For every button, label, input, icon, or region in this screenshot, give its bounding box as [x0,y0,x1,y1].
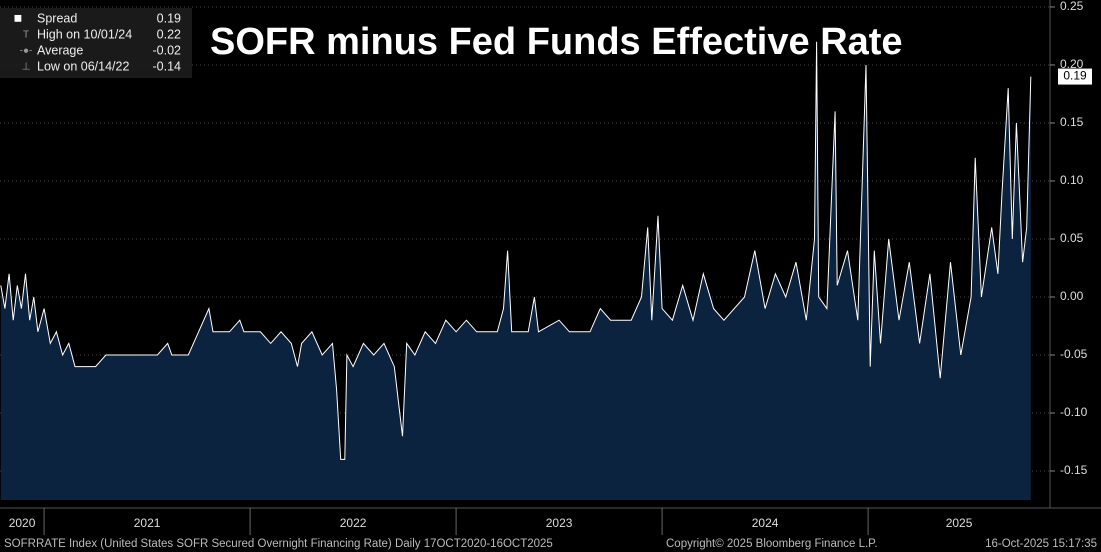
legend-icon: ■ [14,10,22,26]
legend-icon: ⊥ [22,62,31,73]
x-tick-label: 2024 [752,516,779,530]
series-line [0,41,1032,460]
legend-label: High on 10/01/24 [37,27,132,41]
last-value-tag [1058,68,1092,85]
x-tick-label: 2020 [9,516,36,530]
y-tick-label: 0.00 [1060,289,1084,303]
legend-icon: T [23,30,29,41]
legend-icon: -●- [20,46,33,57]
y-tick-label: 0.10 [1060,173,1084,187]
plot-area [0,6,1050,501]
y-tick-label: 0.25 [1060,0,1084,13]
x-tick-label: 2023 [546,516,573,530]
legend-value: 0.19 [157,11,181,25]
y-tick-label: 0.05 [1060,231,1084,245]
y-tick-label: -0.10 [1060,405,1088,419]
legend-box [0,8,192,78]
area-fill [0,41,1031,501]
y-tick-label: -0.05 [1060,347,1088,361]
y-tick-label: 0.15 [1060,115,1084,129]
x-tick-label: 2025 [946,516,973,530]
legend-label: Spread [37,11,77,25]
x-tick-label: 2022 [340,516,367,530]
legend-label: Average [37,43,83,57]
footer-copyright: Copyright© 2025 Bloomberg Finance L.P. [666,538,878,550]
footer-source: SOFRRATE Index (United States SOFR Secur… [4,538,553,550]
legend-value: -0.02 [153,43,182,57]
x-tick-label: 2021 [134,516,161,530]
legend-label: Low on 06/14/22 [37,59,129,73]
legend-value: 0.22 [157,27,181,41]
last-value-label: 0.19 [1063,69,1087,83]
legend-value: -0.14 [153,59,182,73]
chart-title: SOFR minus Fed Funds Effective Rate [210,21,903,63]
y-tick-label: -0.15 [1060,463,1088,477]
y-tick-label: 0.20 [1060,57,1084,71]
footer-timestamp: 16-Oct-2025 15:17:35 [985,538,1097,550]
